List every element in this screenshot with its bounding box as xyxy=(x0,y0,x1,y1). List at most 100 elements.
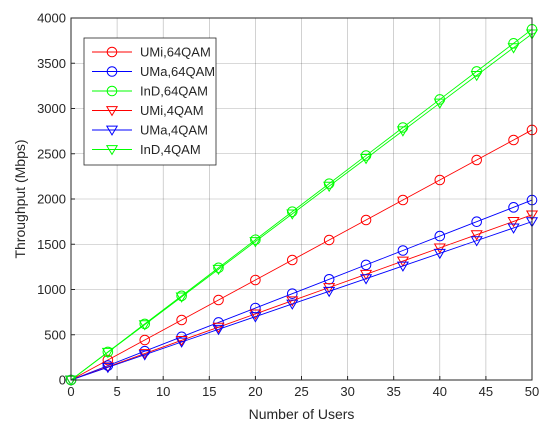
data-point-uma-4qam xyxy=(286,299,299,310)
legend-label: UMi,64QAM xyxy=(140,45,211,60)
data-point-uma-64qam xyxy=(360,259,372,271)
y-tick-label: 2500 xyxy=(37,146,66,161)
data-point-umi-4qam xyxy=(433,243,446,254)
data-point-uma-64qam xyxy=(508,202,519,213)
legend-marker xyxy=(105,145,119,156)
legend-entry: InD,4QAM xyxy=(92,142,201,157)
x-tick-label: 10 xyxy=(156,384,170,399)
data-point-umi-64qam xyxy=(286,254,298,266)
legend-marker xyxy=(106,85,118,97)
legend-marker xyxy=(106,66,118,77)
series-uma-4qam xyxy=(64,217,539,386)
data-point-umi-4qam xyxy=(249,309,262,320)
data-point-ind-4qam xyxy=(286,209,299,220)
legend-box xyxy=(83,37,217,166)
data-point-uma-4qam xyxy=(396,261,409,272)
data-point-ind-64qam xyxy=(286,206,298,217)
data-point-uma-4qam xyxy=(249,312,262,323)
series-layer xyxy=(64,24,539,386)
x-tick-label: 50 xyxy=(525,384,539,399)
data-point-uma-64qam xyxy=(397,245,409,256)
data-point-umi-4qam xyxy=(212,322,225,334)
data-point-umi-4qam xyxy=(470,230,483,241)
data-point-umi-4qam xyxy=(286,296,299,307)
x-tick-label: 30 xyxy=(340,384,354,399)
series-line-umi-64qam xyxy=(70,129,533,381)
x-tick-label: 0 xyxy=(67,384,74,399)
data-point-ind-4qam xyxy=(359,154,373,165)
series-line-ind-64qam xyxy=(70,28,533,381)
data-point-uma-64qam xyxy=(286,288,298,299)
data-point-ind-4qam xyxy=(249,237,262,248)
legend-label: UMa,4QAM xyxy=(140,123,208,138)
x-tick-label: 45 xyxy=(479,384,493,399)
data-point-umi-4qam xyxy=(323,283,336,294)
plot-frame xyxy=(70,17,533,381)
data-point-umi-64qam xyxy=(471,154,482,166)
data-point-uma-4qam xyxy=(138,350,151,361)
legend-marker xyxy=(106,46,118,58)
data-point-ind-4qam xyxy=(323,181,336,193)
data-point-umi-64qam xyxy=(213,294,224,306)
series-line-umi-4qam xyxy=(70,214,533,381)
data-point-ind-4qam xyxy=(470,70,483,82)
y-tick-label: 0 xyxy=(59,373,66,388)
data-point-uma-4qam xyxy=(323,286,336,298)
x-tick-label: 15 xyxy=(202,384,216,399)
data-point-ind-64qam xyxy=(176,290,187,302)
legend-entry: UMa,4QAM xyxy=(92,123,208,138)
data-point-umi-64qam xyxy=(434,174,446,186)
y-tick-labels: 0 500 1000 1500 2000 2500 3000 3500 4000 xyxy=(37,11,66,388)
y-tick-label: 3500 xyxy=(37,56,66,71)
data-point-umi-64qam xyxy=(508,134,519,146)
data-point-ind-4qam xyxy=(175,292,188,303)
data-point-ind-64qam xyxy=(250,234,261,246)
legend-marker xyxy=(105,125,119,136)
data-point-uma-4qam xyxy=(507,223,520,234)
data-point-umi-64qam xyxy=(139,334,151,346)
legend-label: UMi,4QAM xyxy=(140,103,204,118)
data-point-ind-4qam xyxy=(212,264,225,276)
y-axis-label: Throughput (Mbps) xyxy=(12,139,28,258)
legend-label: InD,4QAM xyxy=(140,142,201,157)
data-point-ind-4qam xyxy=(138,320,151,331)
data-point-uma-4qam xyxy=(175,337,188,348)
data-point-ind-64qam xyxy=(213,262,224,274)
x-tick-labels: 0 5 10 15 20 25 30 35 40 45 50 xyxy=(67,384,539,399)
x-tick-label: 35 xyxy=(386,384,400,399)
y-tick-label: 1000 xyxy=(37,282,66,297)
data-point-ind-4qam xyxy=(101,347,114,359)
data-point-uma-4qam xyxy=(433,248,446,260)
data-point-uma-4qam xyxy=(470,236,483,247)
data-point-uma-4qam xyxy=(212,324,225,336)
data-point-umi-64qam xyxy=(102,354,114,366)
data-point-uma-4qam xyxy=(359,274,373,285)
y-tick-label: 2000 xyxy=(37,192,66,207)
data-point-uma-64qam xyxy=(471,216,482,228)
legend-entry: UMi,64QAM xyxy=(92,45,211,60)
data-point-ind-4qam xyxy=(396,126,409,137)
data-point-umi-4qam xyxy=(507,217,520,228)
series-line-ind-4qam xyxy=(70,33,533,381)
data-point-umi-64qam xyxy=(360,214,372,226)
data-point-umi-64qam xyxy=(250,274,261,286)
legend-label: UMa,64QAM xyxy=(140,64,215,79)
y-tick-label: 4000 xyxy=(37,11,66,26)
data-point-umi-64qam xyxy=(323,234,335,246)
legend: UMi,64QAM UMa,64QAM InD,64QAM UMi,4QAM UMa,4… xyxy=(83,37,217,166)
x-tick-label: 40 xyxy=(433,384,447,399)
legend-label: InD,64QAM xyxy=(140,84,208,99)
x-tick-label: 5 xyxy=(113,384,120,399)
x-tick-label: 25 xyxy=(294,384,308,399)
series-line-uma-64qam xyxy=(70,199,533,381)
data-point-ind-4qam xyxy=(433,98,446,109)
data-point-uma-4qam xyxy=(101,362,114,374)
y-tick-label: 1500 xyxy=(37,237,66,252)
legend-entry: InD,64QAM xyxy=(92,84,208,99)
legend-entry: UMa,64QAM xyxy=(92,64,215,79)
x-tick-label: 20 xyxy=(248,384,262,399)
series-line-uma-4qam xyxy=(70,221,533,381)
y-tick-label: 3000 xyxy=(37,101,66,116)
y-tick-label: 500 xyxy=(44,327,66,342)
